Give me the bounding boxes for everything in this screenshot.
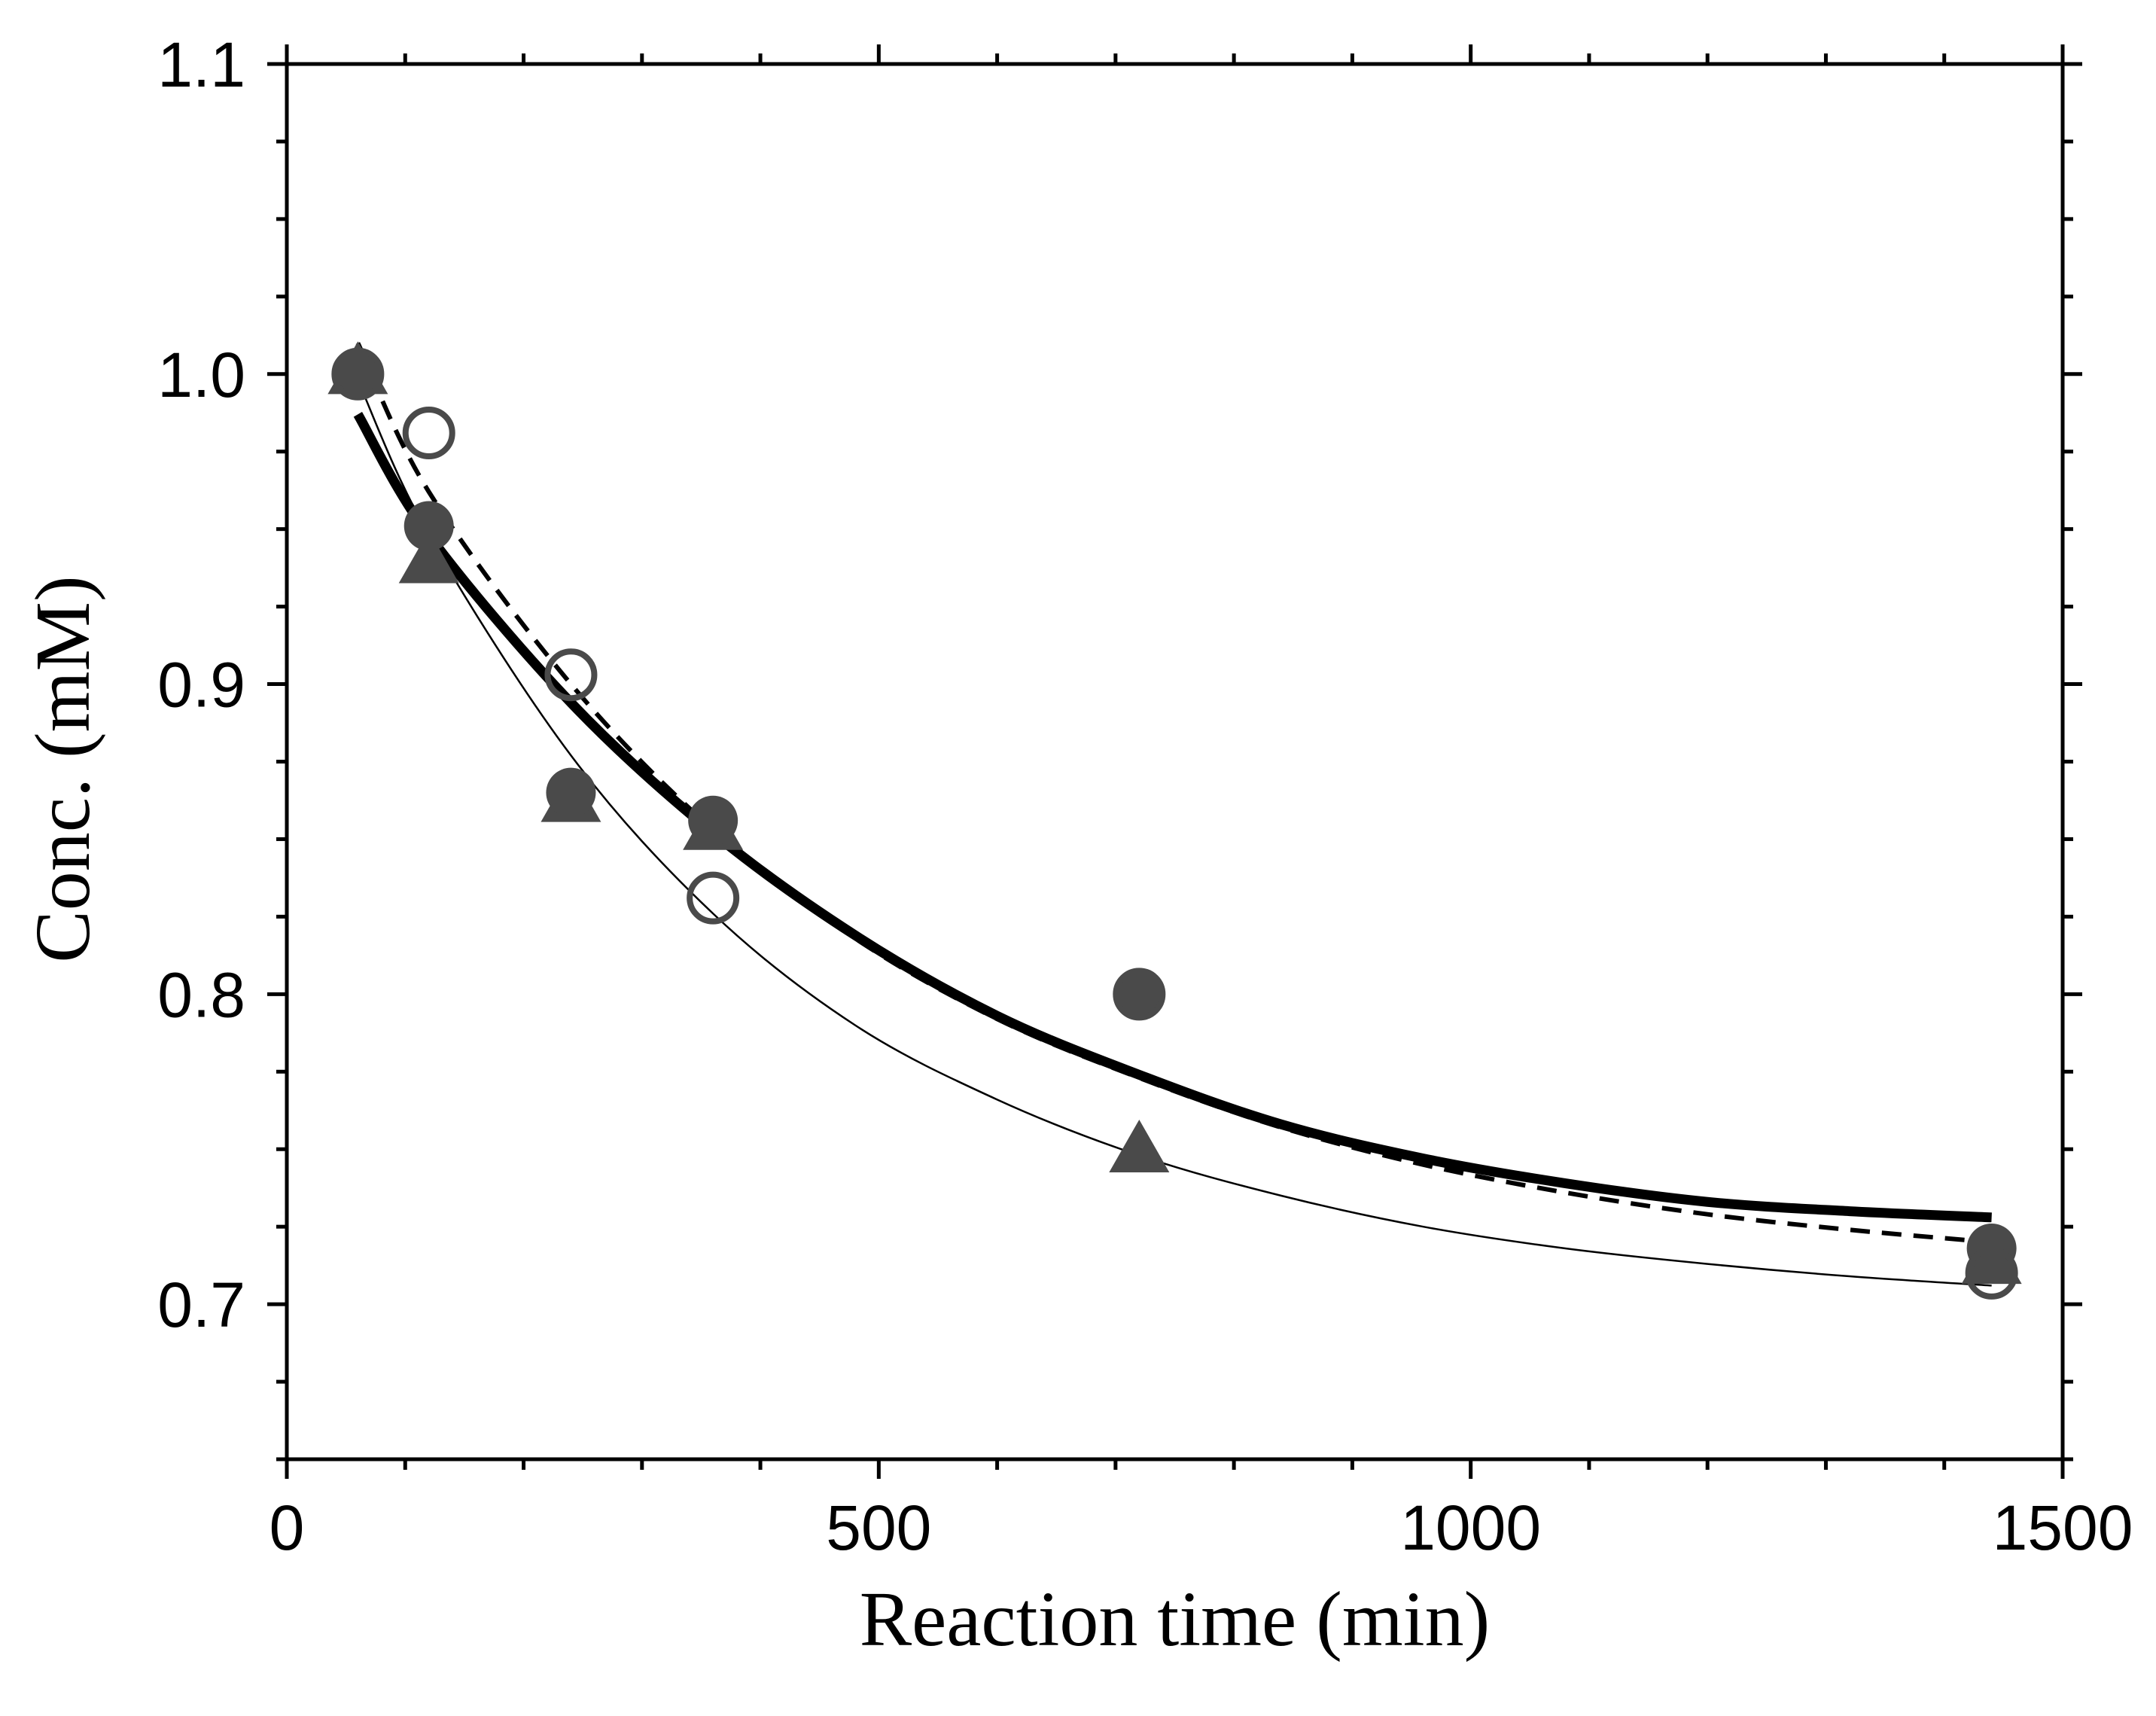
data-point-open-circle — [1965, 1246, 2018, 1300]
data-point-filled-circle — [333, 349, 383, 399]
y-tick-label: 0.8 — [157, 959, 245, 1030]
fit-line-thin — [357, 379, 1992, 1287]
data-point-filled-triangle — [1109, 1119, 1170, 1172]
data-point-open-circle — [1113, 968, 1166, 1021]
fit-line-solid — [353, 412, 1992, 1223]
x-axis-title: Reaction time (min) — [860, 1576, 1491, 1663]
x-tick-label: 0 — [270, 1492, 305, 1563]
data-point-filled-circle — [403, 501, 454, 551]
fit-line-dashed — [355, 342, 1992, 1245]
data-point-open-circle — [687, 871, 740, 925]
axis-ticks — [267, 44, 2082, 1479]
x-tick-label: 500 — [826, 1492, 931, 1563]
y-tick-label: 1.0 — [157, 340, 245, 410]
data-point-filled-circle — [546, 767, 596, 818]
y-tick-label: 0.7 — [157, 1269, 245, 1340]
fit-curves — [353, 342, 1992, 1287]
axis-tick-labels: 0 500 1000 1500 0.7 0.8 0.9 1.0 1.1 — [157, 29, 2133, 1563]
y-tick-label: 1.1 — [157, 29, 245, 100]
data-point-filled-circle — [688, 795, 738, 846]
data-point-open-circle — [544, 648, 598, 702]
data-point-open-circle — [331, 347, 385, 401]
x-tick-label: 1000 — [1400, 1492, 1541, 1563]
data-point-filled-triangle — [398, 530, 459, 584]
x-tick-label: 1500 — [1993, 1492, 2133, 1563]
y-tick-label: 0.9 — [157, 650, 245, 721]
data-point-open-circle — [402, 407, 455, 460]
y-axis-title: Conc. (mM) — [20, 575, 106, 962]
plot-frame — [285, 62, 2065, 1461]
data-markers — [327, 341, 2022, 1300]
data-point-filled-circle — [1114, 969, 1165, 1020]
